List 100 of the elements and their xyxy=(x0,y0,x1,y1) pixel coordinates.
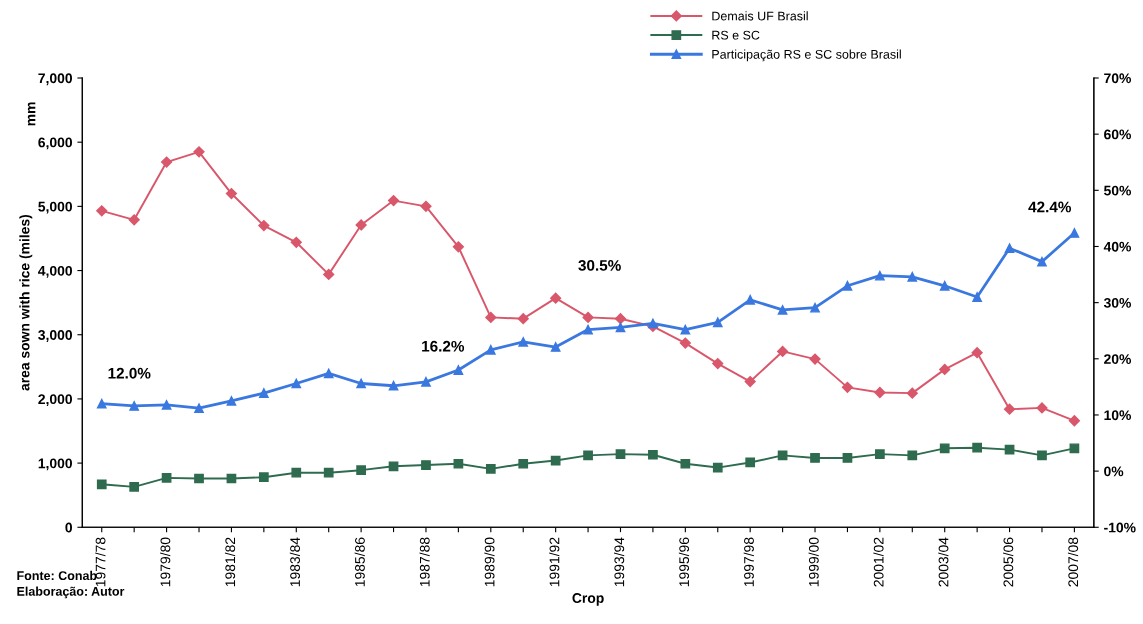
point xyxy=(323,467,334,478)
annotation: 16.2% xyxy=(422,340,465,352)
point xyxy=(907,450,918,461)
y2-tick-label: -10% xyxy=(1104,522,1136,533)
point xyxy=(874,386,886,399)
x-tick-label: 1983/84 xyxy=(289,537,301,587)
point xyxy=(810,302,820,313)
y2-tick-label: 50% xyxy=(1104,185,1132,196)
point xyxy=(1004,243,1015,254)
point xyxy=(1036,402,1048,414)
point xyxy=(679,337,691,349)
point xyxy=(712,358,724,370)
point xyxy=(161,399,172,410)
point xyxy=(907,271,918,282)
point xyxy=(680,458,691,469)
point xyxy=(1003,403,1016,415)
x-tick-label: 2003/04 xyxy=(938,537,949,587)
point xyxy=(161,472,172,483)
legend-label: Demais UF Brasil xyxy=(712,11,808,21)
point xyxy=(518,337,529,347)
point xyxy=(972,442,982,453)
y-tick-label: 2,000 xyxy=(38,394,73,407)
point xyxy=(291,378,302,389)
point xyxy=(972,292,982,302)
y-tick-label: 5,000 xyxy=(38,201,73,214)
point xyxy=(160,156,173,168)
point xyxy=(518,458,529,469)
point xyxy=(96,398,107,409)
point xyxy=(875,270,885,281)
x-tick-label: 1979/80 xyxy=(160,537,171,587)
point xyxy=(583,324,593,335)
point xyxy=(194,473,204,484)
point xyxy=(1069,443,1080,454)
point xyxy=(193,146,205,158)
point xyxy=(388,461,399,472)
x-tick-label: 1995/96 xyxy=(678,537,690,587)
point xyxy=(712,462,723,473)
point xyxy=(258,220,270,232)
y-tick-label: 4,000 xyxy=(38,265,73,278)
point xyxy=(842,453,853,463)
y-axis-title: area sown with rice (miles) xyxy=(19,214,33,391)
point xyxy=(841,381,854,393)
point xyxy=(615,449,626,459)
point xyxy=(939,280,950,291)
x-tick-label: 1987/88 xyxy=(419,537,430,587)
text: mm xyxy=(27,102,36,126)
point xyxy=(550,292,562,304)
point xyxy=(745,457,756,468)
point xyxy=(258,388,269,398)
point xyxy=(421,460,431,470)
point xyxy=(323,368,334,379)
point xyxy=(356,378,366,389)
y2-tick-label: 70% xyxy=(1104,73,1132,84)
point xyxy=(485,344,496,355)
point xyxy=(809,353,821,365)
point xyxy=(453,458,464,469)
annotation: 30.5% xyxy=(578,259,621,271)
point xyxy=(96,479,107,490)
x-tick-label: 1985/86 xyxy=(354,537,365,587)
point xyxy=(290,236,302,248)
legend-label: Participação RS e SC sobre Brasil xyxy=(712,49,901,62)
x-tick-label: 1989/90 xyxy=(484,537,495,587)
point xyxy=(258,472,269,483)
y2-tick-label: 40% xyxy=(1103,241,1132,252)
point xyxy=(939,443,950,454)
point xyxy=(517,313,529,325)
point xyxy=(1037,450,1047,461)
point xyxy=(1037,256,1047,267)
point xyxy=(583,450,593,461)
x-tick-label: 1993/94 xyxy=(614,537,625,587)
point xyxy=(226,396,237,406)
point xyxy=(745,294,756,305)
point xyxy=(615,322,626,333)
point xyxy=(355,219,367,231)
y2-tick-label: 0% xyxy=(1104,466,1124,477)
point xyxy=(225,187,238,200)
point xyxy=(420,200,432,212)
y2-tick-label: 30% xyxy=(1103,297,1132,308)
y-tick-label: 6,000 xyxy=(38,137,73,150)
y-tick-label: 1,000 xyxy=(38,458,73,471)
point xyxy=(648,449,658,460)
annotation: 42.4% xyxy=(1028,201,1072,213)
point xyxy=(291,467,302,478)
point xyxy=(582,311,594,324)
point xyxy=(744,375,756,388)
point xyxy=(680,324,691,335)
point xyxy=(452,241,464,253)
y-tick-label: 3,000 xyxy=(38,330,73,342)
text: Elaboração: Autor xyxy=(17,586,125,599)
point xyxy=(453,365,464,375)
y2-tick-label: 10% xyxy=(1104,410,1132,421)
point xyxy=(550,342,561,352)
point xyxy=(712,317,723,328)
point xyxy=(842,280,853,291)
point xyxy=(96,205,108,217)
point xyxy=(1068,415,1081,427)
x-tick-label: 2005/06 xyxy=(1003,537,1014,587)
point xyxy=(777,305,788,315)
x-tick-label: 1999/00 xyxy=(808,537,819,587)
point xyxy=(387,194,400,207)
